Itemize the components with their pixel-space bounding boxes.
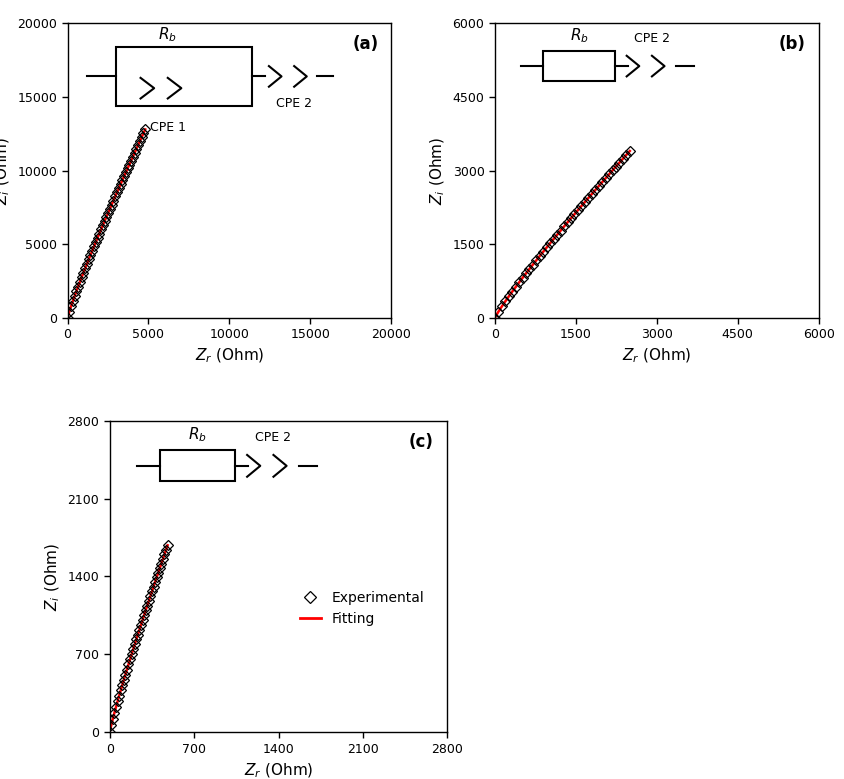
X-axis label: $Z_r$ (Ohm): $Z_r$ (Ohm) — [195, 347, 264, 365]
Text: $R_b$: $R_b$ — [570, 26, 588, 45]
Bar — [160, 450, 235, 481]
Text: CPE 2: CPE 2 — [276, 97, 312, 110]
Bar — [544, 51, 614, 81]
Text: $R_b$: $R_b$ — [188, 425, 207, 444]
Text: CPE 1: CPE 1 — [149, 121, 186, 133]
Y-axis label: $Z_i$ (Ohm): $Z_i$ (Ohm) — [0, 136, 12, 205]
Text: (c): (c) — [409, 433, 434, 451]
Y-axis label: $Z_i$ (Ohm): $Z_i$ (Ohm) — [44, 542, 62, 611]
Text: $R_b$: $R_b$ — [159, 25, 177, 44]
Text: (b): (b) — [779, 35, 806, 53]
Bar — [116, 47, 252, 106]
Y-axis label: $Z_i$ (Ohm): $Z_i$ (Ohm) — [429, 136, 447, 205]
X-axis label: $Z_r$ (Ohm): $Z_r$ (Ohm) — [244, 761, 313, 779]
Text: (a): (a) — [352, 35, 378, 53]
X-axis label: $Z_r$ (Ohm): $Z_r$ (Ohm) — [622, 347, 691, 365]
Text: CPE 2: CPE 2 — [634, 33, 670, 45]
Legend: Experimental, Fitting: Experimental, Fitting — [295, 586, 430, 632]
Text: CPE 2: CPE 2 — [256, 431, 291, 444]
